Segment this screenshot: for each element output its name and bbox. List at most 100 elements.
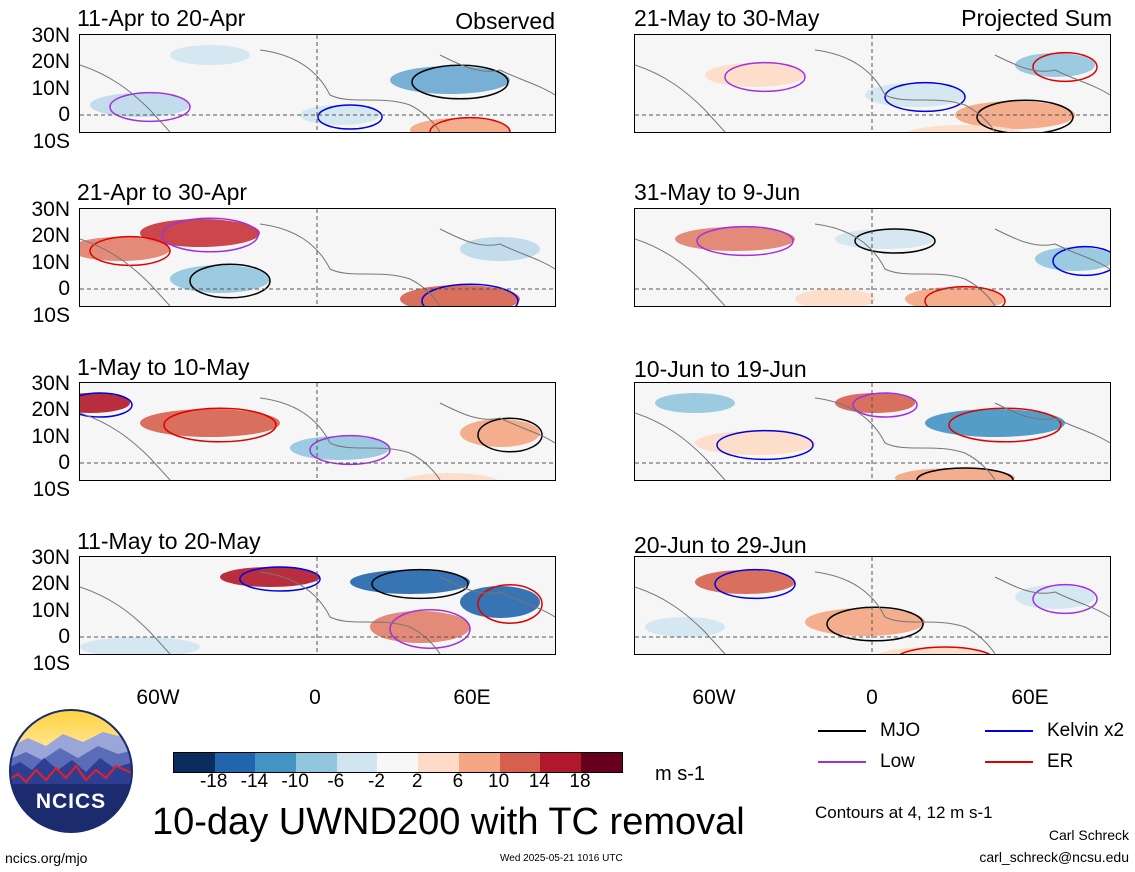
map-field <box>635 383 1110 480</box>
anomaly-shading <box>140 409 280 437</box>
anomaly-shading <box>1035 247 1110 271</box>
timestamp: Wed 2025-05-21 1016 UTC <box>500 853 623 864</box>
lon-label: 60W <box>136 686 180 709</box>
coastline <box>635 49 1110 132</box>
map-panel <box>79 34 556 133</box>
coastline <box>80 571 555 654</box>
lon-label: 60E <box>453 686 491 709</box>
colorbar-tick-label: 2 <box>411 771 423 792</box>
contour-line <box>724 61 806 93</box>
colorbar-tick-label: 10 <box>488 771 510 792</box>
map-field <box>635 209 1110 306</box>
legend-label: Kelvin x2 <box>1047 720 1125 741</box>
lat-label: 10N <box>31 77 70 100</box>
contour-line <box>163 407 277 443</box>
coastline <box>80 397 555 480</box>
contour-line <box>826 606 924 642</box>
contour-line <box>239 566 321 592</box>
contours-note: Contours at 4, 12 m s-1 <box>815 803 993 822</box>
coastline <box>80 223 555 306</box>
anomaly-shading <box>1015 53 1095 77</box>
colorbar-swatch <box>174 753 215 772</box>
colorbar-swatch <box>214 753 256 772</box>
colorbar-tick-label: 14 <box>528 771 550 792</box>
anomaly-shading <box>170 45 250 65</box>
anomaly-shading <box>645 617 725 637</box>
anomaly-shading <box>655 393 735 413</box>
map-field <box>635 557 1110 654</box>
contour-line <box>1032 583 1098 615</box>
colorbar-swatch <box>336 753 378 772</box>
coastline <box>635 397 1110 480</box>
map-field <box>80 557 555 654</box>
lat-label: 0 <box>58 625 70 648</box>
map-panel <box>634 556 1111 655</box>
lat-label: 20N <box>31 224 70 247</box>
lat-label: 30N <box>31 372 70 395</box>
contour-line <box>309 434 391 466</box>
panel-title: 10-Jun to 19-Jun <box>634 356 807 382</box>
lat-label: 30N <box>31 24 70 47</box>
author-email[interactable]: carl_schreck@ncsu.edu <box>979 849 1129 865</box>
map-field <box>80 209 555 306</box>
anomaly-shading <box>835 229 935 249</box>
colorbar-unit: m s-1 <box>655 763 705 785</box>
anomaly-shading <box>925 409 1065 437</box>
colorbar-swatch <box>377 753 419 772</box>
colorbar-swatch <box>418 753 459 772</box>
contour-line <box>1052 245 1110 277</box>
coastline <box>80 49 555 132</box>
logo-emblem-icon <box>9 709 133 833</box>
legend-label: ER <box>1047 751 1074 772</box>
contour-line <box>109 91 191 123</box>
anomaly-shading <box>460 419 540 447</box>
contour-line <box>852 392 918 418</box>
legend-swatch <box>818 730 866 732</box>
colorbar-swatch <box>458 753 500 772</box>
anomaly-shading <box>835 393 915 413</box>
map-field <box>80 35 555 132</box>
map-panel <box>79 208 556 307</box>
lat-label: 0 <box>58 451 70 474</box>
panel-label-observed: Observed <box>455 8 555 34</box>
panel-title: 20-Jun to 29-Jun <box>634 532 807 558</box>
logo-text: NCICS <box>35 790 107 813</box>
website-link[interactable]: ncics.org/mjo <box>5 850 88 866</box>
contour-line <box>421 283 519 306</box>
ncics-logo: NCICS <box>8 708 134 834</box>
colorbar-tick-label: -14 <box>240 771 269 792</box>
map-panel <box>634 208 1111 307</box>
contour-line <box>371 568 469 600</box>
contour-line <box>924 285 1006 306</box>
panel-title: 31-May to 9-Jun <box>634 179 801 205</box>
legend-label: Low <box>880 751 915 772</box>
contour-line <box>714 568 796 600</box>
lat-label: 30N <box>31 546 70 569</box>
panel-title: 21-Apr to 30-Apr <box>77 179 248 205</box>
lon-label: 60E <box>1011 686 1049 709</box>
legend-label: MJO <box>880 720 921 741</box>
anomaly-shading <box>705 63 805 87</box>
contour-line <box>976 99 1074 132</box>
contour-line <box>1032 51 1098 83</box>
anomaly-shading <box>80 237 170 261</box>
contour-line <box>899 646 991 654</box>
contour-line <box>411 64 509 100</box>
map-field <box>80 383 555 480</box>
panel-title: 21-May to 30-May <box>634 5 820 31</box>
map-panel <box>79 556 556 655</box>
colorbar-swatch <box>540 753 581 772</box>
anomaly-shading <box>80 637 200 654</box>
anomaly-shading <box>460 237 540 261</box>
panel-title: 1-May to 10-May <box>77 354 250 380</box>
lat-label: 10S <box>32 304 70 327</box>
contour-line <box>696 225 794 257</box>
lat-label: 30N <box>31 198 70 221</box>
author: Carl Schreck <box>1048 827 1129 843</box>
anomaly-shading <box>290 436 390 460</box>
map-panel <box>79 382 556 481</box>
legend-swatch <box>818 761 866 763</box>
lat-label: 10N <box>31 425 70 448</box>
coastline <box>635 223 1110 306</box>
colorbar-swatch <box>296 753 337 772</box>
